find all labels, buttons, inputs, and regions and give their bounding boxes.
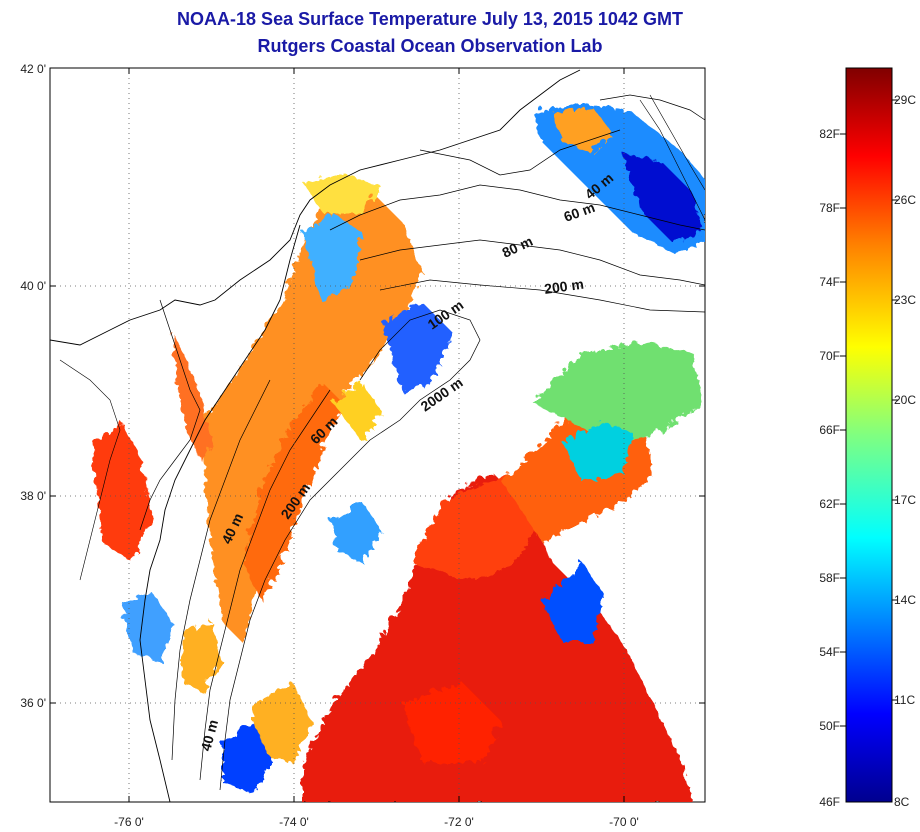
colorbar-label-f: 62F: [819, 497, 840, 511]
colorbar-label-c: 8C: [894, 795, 910, 809]
colorbar-label-c: 26C: [894, 193, 916, 207]
colorbar-label-c: 23C: [894, 293, 916, 307]
isobath-label: 40 m: [197, 718, 221, 753]
frame-ticks: [50, 68, 705, 802]
lat-tick-label: 38 0': [20, 489, 46, 503]
colorbar-label-c: 17C: [894, 493, 916, 507]
colorbar-gradient: [845, 67, 893, 803]
colorbar-label-c: 20C: [894, 393, 916, 407]
colorbar-label-c: 29C: [894, 93, 916, 107]
longitude-labels: -76 0' -74 0' -72 0' -70 0': [114, 815, 639, 829]
lon-tick-label: -70 0': [609, 815, 639, 829]
colorbar-label-f: 50F: [819, 719, 840, 733]
title-line-1: NOAA-18 Sea Surface Temperature July 13,…: [177, 9, 683, 29]
map-title: NOAA-18 Sea Surface Temperature July 13,…: [40, 6, 820, 60]
colorbar-label-f: 46F: [819, 795, 840, 809]
lon-tick-label: -74 0': [279, 815, 309, 829]
lat-tick-label: 36 0': [20, 696, 46, 710]
colorbar-label-f: 66F: [819, 423, 840, 437]
lon-tick-label: -76 0': [114, 815, 144, 829]
colorbar-label-f: 82F: [819, 127, 840, 141]
colorbar-label-c: 14C: [894, 593, 916, 607]
title-line-2: Rutgers Coastal Ocean Observation Lab: [257, 36, 603, 56]
colorbar-label-f: 70F: [819, 349, 840, 363]
isobath-label: 200 m: [543, 276, 585, 297]
colorbar-label-f: 74F: [819, 275, 840, 289]
colorbar-label-f: 54F: [819, 645, 840, 659]
colorbar: 82F 78F 74F 70F 66F 62F 58F 54F 50F 46F …: [819, 67, 916, 809]
graticule: [50, 68, 705, 802]
latitude-labels: 42 0' 40 0' 38 0' 36 0': [20, 62, 46, 710]
colorbar-label-f: 58F: [819, 571, 840, 585]
colorbar-label-f: 78F: [819, 201, 840, 215]
lat-tick-label: 42 0': [20, 62, 46, 76]
sst-imagery: [50, 68, 705, 802]
sst-patches: [90, 100, 705, 802]
colorbar-label-c: 11C: [894, 693, 915, 707]
lon-tick-label: -72 0': [444, 815, 474, 829]
lat-tick-label: 40 0': [20, 279, 46, 293]
